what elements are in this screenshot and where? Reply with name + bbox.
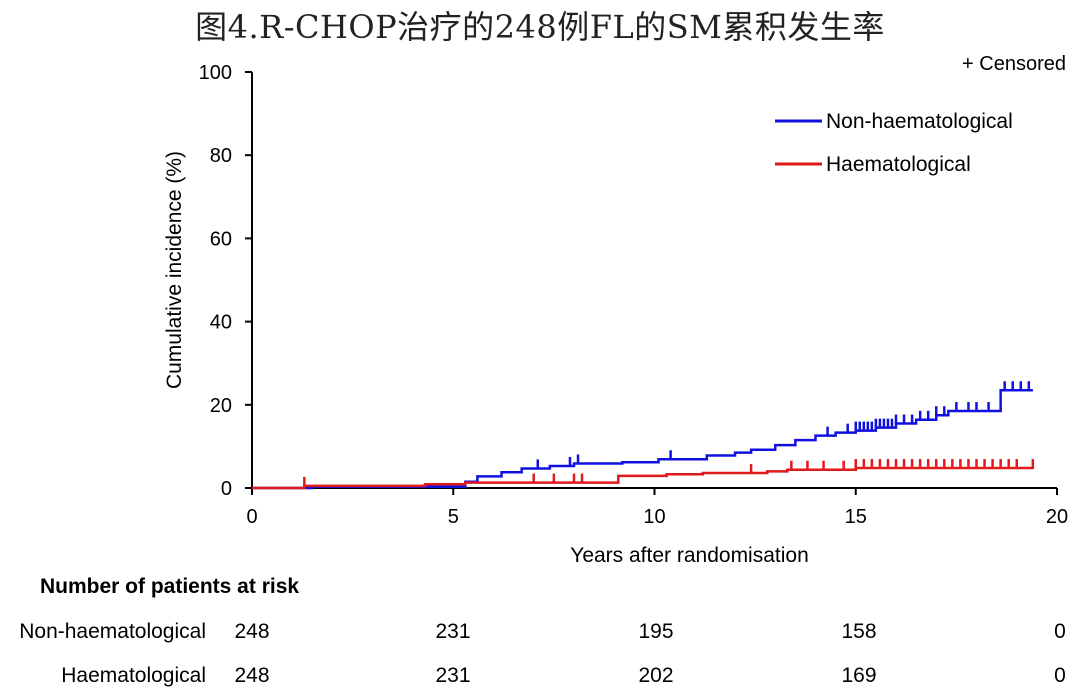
x-tick-label: 10 xyxy=(643,506,665,528)
series-line-haematological xyxy=(252,466,1033,490)
risk-value: 0 xyxy=(1054,664,1066,687)
series-line-non-haematological xyxy=(252,388,1033,490)
legend-label: Non-haematological xyxy=(826,110,1013,133)
risk-value: 248 xyxy=(234,620,270,643)
x-tick-label: 0 xyxy=(246,506,257,528)
y-axis-label: Cumulative incidence (%) xyxy=(163,151,186,389)
risk-value: 231 xyxy=(435,664,471,687)
y-tick-label: 60 xyxy=(210,228,232,250)
risk-table-heading: Number of patients at risk xyxy=(40,575,300,598)
y-tick-label: 100 xyxy=(199,62,232,84)
y-tick-label: 40 xyxy=(210,312,232,334)
page-title: 图4.R-CHOP治疗的248例FL的SM累积发生率 xyxy=(195,8,885,46)
legend-label: Haematological xyxy=(826,153,971,176)
risk-row-label: Haematological xyxy=(61,664,206,687)
risk-value: 248 xyxy=(234,664,270,687)
risk-value: 231 xyxy=(435,620,471,643)
risk-value: 0 xyxy=(1054,620,1066,643)
y-tick-label: 20 xyxy=(210,395,232,417)
x-tick-label: 20 xyxy=(1046,506,1068,528)
x-axis-label: Years after randomisation xyxy=(570,544,809,567)
risk-value: 195 xyxy=(638,620,674,643)
cumulative-incidence-chart: 0 20 40 60 80 100 0 5 10 15 20 Years after randomis… xyxy=(163,53,1068,567)
x-tick-label: 5 xyxy=(448,506,459,528)
risk-row-non-haematological: Non-haematological 248 231 195 158 0 xyxy=(0,620,1080,650)
censored-note: + Censored xyxy=(962,53,1066,75)
risk-value: 169 xyxy=(841,664,877,687)
risk-row-label: Non-haematological xyxy=(19,620,206,643)
x-tick-label: 15 xyxy=(845,506,867,528)
risk-row-haematological: Haematological 248 231 202 169 0 xyxy=(0,664,1080,694)
risk-value: 158 xyxy=(841,620,877,643)
risk-value: 202 xyxy=(638,664,674,687)
y-tick-label: 0 xyxy=(221,478,232,500)
y-tick-label: 80 xyxy=(210,145,232,167)
